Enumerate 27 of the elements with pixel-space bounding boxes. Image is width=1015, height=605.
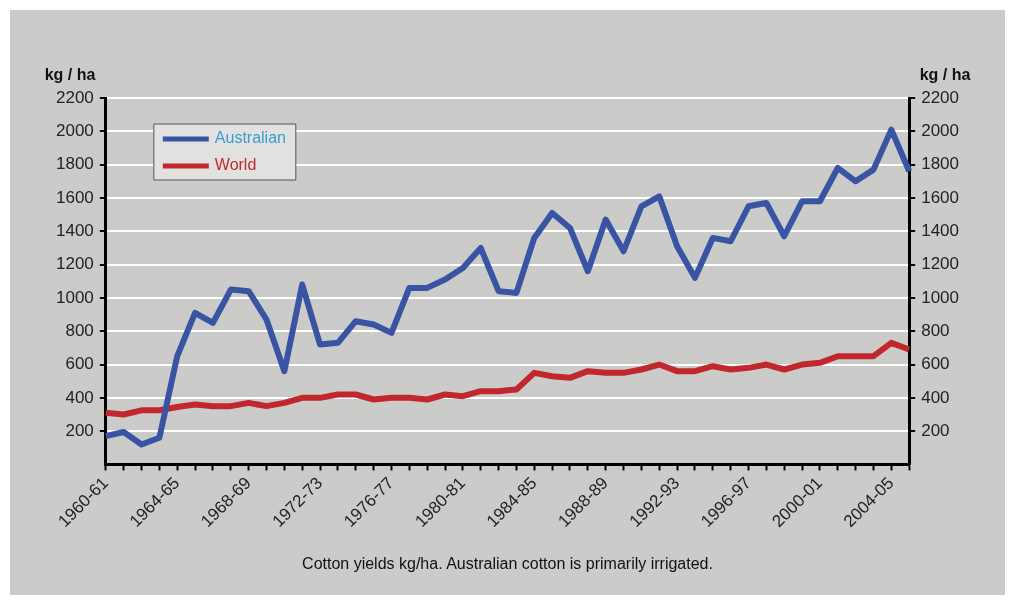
y-tick-label: 800 (65, 320, 94, 340)
y2-tick-label: 1400 (921, 220, 960, 240)
y2-axis-title: kg / ha (919, 66, 971, 84)
y-tick-label: 600 (65, 354, 94, 374)
y-tick-label: 400 (65, 387, 94, 407)
y-tick-label: 2000 (55, 121, 94, 140)
y2-tick-label: 200 (921, 420, 950, 440)
legend-label: World (214, 156, 257, 174)
y2-tick-label: 1600 (921, 187, 960, 207)
y2-tick-label: 400 (921, 387, 950, 407)
y2-tick-label: 600 (921, 354, 950, 374)
y2-tick-label: 1000 (921, 287, 960, 307)
y2-tick-label: 800 (921, 320, 950, 340)
y-tick-label: 1000 (55, 287, 94, 307)
y2-tick-label: 1800 (921, 154, 960, 174)
y-tick-label: 1600 (55, 187, 94, 207)
y2-tick-label: 2000 (921, 121, 960, 140)
y-tick-label: 2200 (55, 87, 94, 107)
y-tick-label: 200 (65, 420, 94, 440)
y2-tick-label: 1200 (921, 254, 960, 274)
y-tick-label: 1200 (55, 254, 94, 274)
legend-label: Australian (214, 129, 286, 147)
y-axis-title: kg / ha (44, 66, 96, 84)
y-tick-label: 1400 (55, 220, 94, 240)
y-tick-label: 1800 (55, 154, 94, 174)
text: Cotton yields kg/ha. Australian cotton is primarily irrigated. (302, 555, 713, 573)
y2-tick-label: 2200 (921, 87, 960, 107)
